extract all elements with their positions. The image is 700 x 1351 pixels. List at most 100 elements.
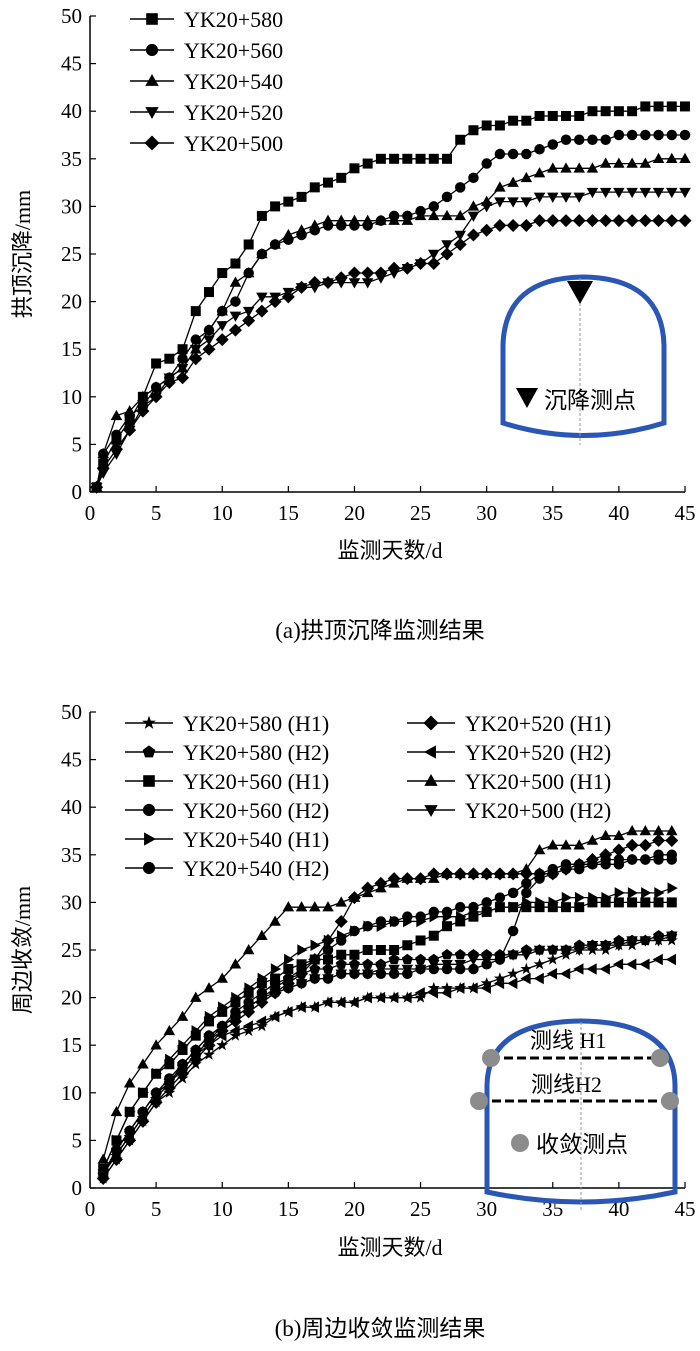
data-point: [441, 906, 453, 918]
data-point: [601, 891, 612, 904]
data-point: [652, 187, 665, 199]
data-point: [349, 949, 360, 960]
x-tick-label: 35: [542, 501, 563, 525]
legend-item: YK20+520 (H1): [407, 711, 611, 736]
y-tick-label: 25: [61, 242, 82, 266]
data-point: [243, 997, 254, 1008]
data-point: [190, 344, 202, 356]
data-point: [215, 333, 229, 347]
data-point: [508, 901, 520, 913]
data-point: [269, 238, 281, 249]
data-point: [361, 214, 374, 225]
data-point: [560, 968, 571, 980]
data-point: [639, 936, 652, 947]
data-point: [151, 358, 162, 369]
legend-item: YK20+560 (H2): [125, 798, 329, 823]
data-point: [653, 101, 664, 112]
legend-marker: [423, 715, 439, 731]
data-point: [178, 1039, 189, 1051]
x-tick-label: 25: [410, 501, 431, 525]
data-point: [204, 287, 214, 298]
data-point: [137, 1112, 149, 1123]
data-point: [216, 972, 228, 983]
data-point: [217, 268, 228, 279]
data-point: [599, 187, 612, 199]
data-point: [347, 266, 361, 280]
series-line: [96, 191, 685, 488]
data-point: [284, 953, 295, 966]
data-point: [678, 214, 692, 228]
settlement-point-marker: [567, 281, 593, 304]
data-point: [415, 153, 426, 164]
data-point: [560, 162, 572, 173]
data-point: [388, 916, 400, 927]
data-point: [680, 101, 690, 112]
data-point: [613, 940, 625, 952]
data-point: [362, 958, 374, 969]
data-point: [585, 214, 599, 228]
data-point: [228, 323, 242, 337]
data-point: [599, 829, 612, 841]
data-point: [665, 214, 679, 228]
data-point: [217, 1001, 229, 1013]
data-point: [388, 964, 400, 976]
data-point: [454, 960, 466, 971]
x-axis-label-a: 监测天数/d: [337, 538, 442, 563]
data-point: [574, 891, 586, 904]
data-point: [150, 1093, 162, 1104]
data-point: [625, 214, 639, 228]
data-point: [428, 930, 439, 941]
data-point: [453, 237, 467, 251]
data-point: [375, 882, 387, 893]
data-point: [229, 958, 242, 969]
x-tick-label: 40: [608, 501, 629, 525]
data-point: [639, 157, 652, 168]
legend-marker: [144, 832, 156, 846]
data-point: [151, 1068, 163, 1080]
series-yk20-500-h1-: [97, 825, 678, 1164]
data-point: [335, 935, 347, 946]
y-tick-label: 15: [61, 337, 82, 361]
data-point: [282, 228, 295, 240]
data-point: [652, 214, 666, 228]
legend-item: YK20+580: [130, 7, 283, 32]
y-tick-label: 25: [61, 938, 82, 962]
x-tick-label: 0: [85, 1197, 96, 1221]
series-yk20-500-h2-: [97, 931, 678, 1180]
data-point: [361, 266, 375, 280]
data-point: [281, 290, 295, 304]
data-point: [400, 261, 414, 275]
data-point: [639, 958, 650, 971]
data-point: [520, 972, 531, 985]
series-group-a: [90, 101, 692, 494]
data-point: [547, 110, 558, 121]
data-point: [257, 972, 268, 985]
legend-item: YK20+560: [130, 38, 283, 63]
data-point: [507, 950, 519, 961]
data-point: [468, 963, 479, 975]
convergence-point: [482, 1049, 500, 1067]
data-point: [441, 191, 453, 203]
legend-marker: [424, 745, 436, 759]
data-point: [561, 110, 571, 121]
data-point: [414, 872, 427, 883]
data-point: [679, 187, 691, 199]
data-point: [362, 920, 373, 932]
y-tick-label: 45: [61, 748, 82, 772]
data-point: [467, 211, 480, 222]
data-point: [401, 872, 414, 883]
data-point: [466, 228, 480, 242]
data-point: [375, 945, 386, 955]
legend-label: YK20+500 (H1): [465, 769, 611, 794]
legend-marker: [143, 775, 155, 787]
inset-tunnel-settlement: 沉降测点: [500, 274, 667, 445]
data-point: [508, 115, 519, 126]
y-tick-label: 0: [72, 1176, 83, 1200]
data-point: [229, 1029, 242, 1041]
legend-marker: [145, 107, 159, 119]
data-point: [561, 902, 571, 913]
x-tick-label: 0: [85, 501, 96, 525]
axes-a: 0 5 10 15 20 25 30 35 40 45 0 5 10 15 20 25 30 35 40 45 50: [61, 4, 696, 525]
data-point: [613, 897, 624, 908]
legend-label: YK20+500 (H2): [465, 798, 611, 823]
